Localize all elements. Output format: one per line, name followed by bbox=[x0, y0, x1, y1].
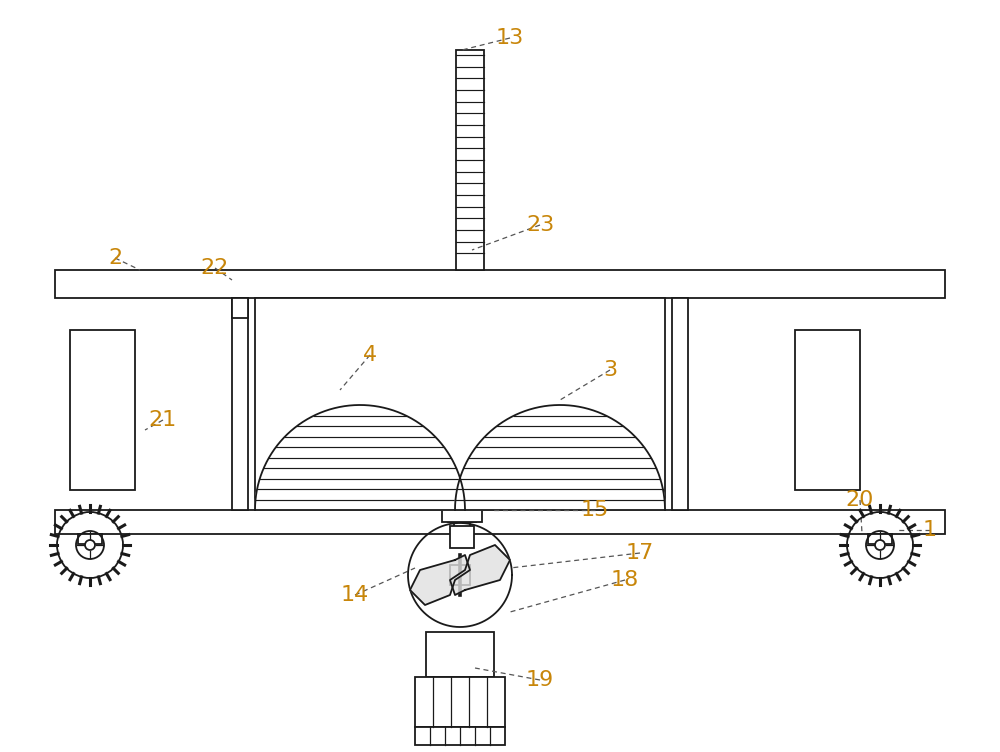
Bar bbox=[450, 565, 470, 585]
Bar bbox=[795, 330, 860, 490]
Bar bbox=[255, 298, 665, 510]
Text: 18: 18 bbox=[611, 570, 639, 590]
Bar bbox=[55, 510, 945, 534]
Text: 21: 21 bbox=[149, 410, 177, 430]
Polygon shape bbox=[410, 555, 470, 605]
Bar bbox=[415, 677, 505, 727]
Text: 3: 3 bbox=[603, 360, 617, 380]
Bar bbox=[232, 298, 248, 318]
Polygon shape bbox=[255, 405, 465, 510]
Text: 17: 17 bbox=[626, 543, 654, 563]
Text: 20: 20 bbox=[846, 490, 874, 510]
Bar bbox=[70, 330, 135, 490]
Bar bbox=[442, 502, 482, 522]
Bar bbox=[454, 522, 470, 547]
Bar bbox=[78, 534, 102, 544]
Text: 14: 14 bbox=[341, 585, 369, 605]
Text: 1: 1 bbox=[923, 520, 937, 540]
Bar bbox=[415, 727, 505, 745]
Text: 22: 22 bbox=[201, 258, 229, 278]
Bar bbox=[55, 270, 945, 298]
Text: 13: 13 bbox=[496, 28, 524, 48]
Polygon shape bbox=[450, 545, 510, 595]
Polygon shape bbox=[455, 405, 665, 510]
Text: 2: 2 bbox=[108, 248, 122, 268]
Bar bbox=[456, 50, 484, 270]
Bar bbox=[672, 298, 688, 510]
Text: 23: 23 bbox=[526, 215, 554, 235]
Bar bbox=[868, 534, 892, 544]
Bar bbox=[450, 526, 474, 548]
Bar bbox=[426, 632, 494, 677]
Bar bbox=[232, 298, 248, 510]
Text: 19: 19 bbox=[526, 670, 554, 690]
Circle shape bbox=[875, 540, 885, 550]
Bar bbox=[448, 510, 476, 522]
Circle shape bbox=[85, 540, 95, 550]
Text: 15: 15 bbox=[581, 500, 609, 520]
Text: 4: 4 bbox=[363, 345, 377, 365]
